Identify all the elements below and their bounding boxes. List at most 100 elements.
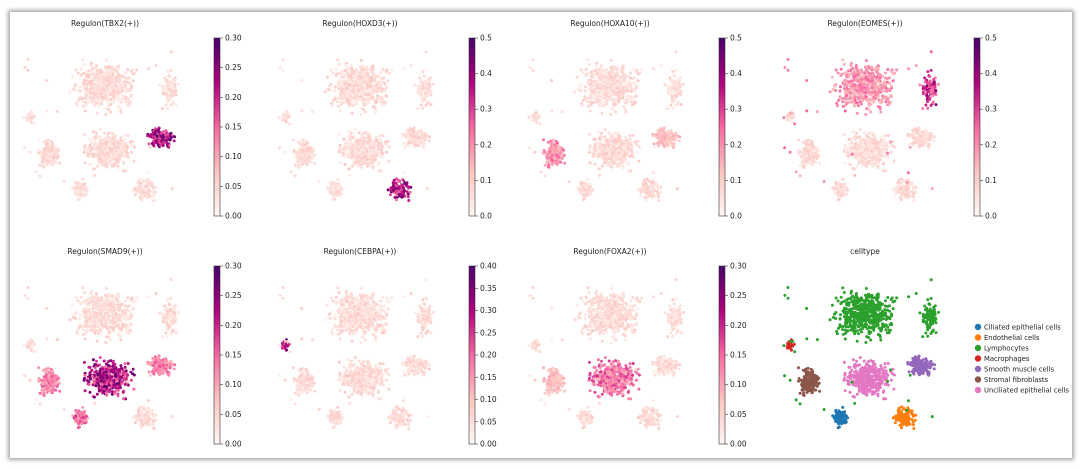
cell-point [167,145,171,149]
cell-point [645,191,649,195]
cell-point [337,182,341,186]
cell-point [48,143,52,147]
cell-point [77,98,80,102]
cell-point [416,130,420,134]
cell-point [611,78,615,82]
cell-point [335,194,339,198]
cell-point [379,90,383,93]
cell-point [125,80,129,84]
cell-point [126,151,130,155]
cell-point [617,135,621,138]
cell-point [631,151,635,155]
cell-point [325,75,329,79]
cell-point [388,71,392,75]
cell-point [129,140,133,144]
cell-point [168,132,172,136]
cell-point [340,186,343,190]
cell-point [129,150,133,154]
cell-point [679,89,683,93]
cell-point [588,109,592,113]
cell-point [627,149,631,153]
cell-point [110,82,114,86]
cell-point [86,101,90,105]
cell-point [405,190,409,194]
cell-point [579,180,583,184]
cell-point [134,188,138,192]
cell-point [53,146,57,150]
cell-point [98,80,102,83]
cell-point [338,145,342,149]
cell-point [333,89,337,93]
cell-point [677,77,681,81]
cell-point [617,93,620,97]
cell-point [37,149,41,152]
cell-point [62,180,66,183]
cell-point [47,145,51,149]
cell-point [426,85,429,89]
cell-point [119,136,123,140]
cell-point [49,139,53,143]
cell-point [533,150,537,154]
cell-point [55,153,59,157]
cell-point [371,96,375,99]
cell-point [372,158,376,161]
cell-point [171,85,174,89]
cell-point [346,66,350,70]
cell-point [93,173,97,177]
cell-point [329,189,332,193]
cell-point [629,100,633,104]
cell-point [339,82,343,86]
cell-point [87,73,91,77]
cell-point [177,82,180,86]
cell-point [103,73,107,77]
cell-point [93,145,97,149]
cell-point [598,74,602,78]
cell-point [133,71,137,75]
cell-point [107,101,111,105]
cell-point [625,151,629,155]
cell-point [677,139,681,143]
cell-point [584,67,588,71]
cell-point [123,76,127,80]
cell-point [579,68,583,72]
cell-point [155,141,159,145]
cell-point [159,134,163,138]
cell-point [552,145,556,149]
cell-point [634,150,638,154]
cell-point [567,180,571,183]
cell-point [359,163,363,167]
cell-point [542,149,546,152]
cell-point [352,90,356,94]
cell-point [617,151,621,155]
cell-point [358,159,361,163]
cell-point [589,82,593,86]
cell-point [594,63,598,67]
cell-point [56,155,60,159]
cell-point [642,184,645,187]
cell-point [383,89,387,93]
cell-point [92,153,96,156]
cell-point [166,70,170,74]
cell-point [400,184,403,188]
cell-point [554,139,558,143]
cell-point [161,144,165,147]
cell-point [595,87,599,90]
cell-point [354,151,358,155]
cell-point [121,96,125,100]
cell-point [119,110,123,114]
cell-point [292,149,296,152]
cell-point [300,163,304,166]
cell-point [78,89,82,93]
cell-point [623,106,627,109]
cell-point [652,142,656,146]
cell-point [101,99,104,103]
cell-point [609,163,613,167]
cell-point [73,84,76,88]
cell-point [595,98,599,101]
cell-point [597,101,601,105]
cell-point [360,68,363,72]
cell-point [659,64,663,67]
cell-point [83,191,87,194]
cell-point [112,95,116,99]
cell-point [651,192,655,196]
